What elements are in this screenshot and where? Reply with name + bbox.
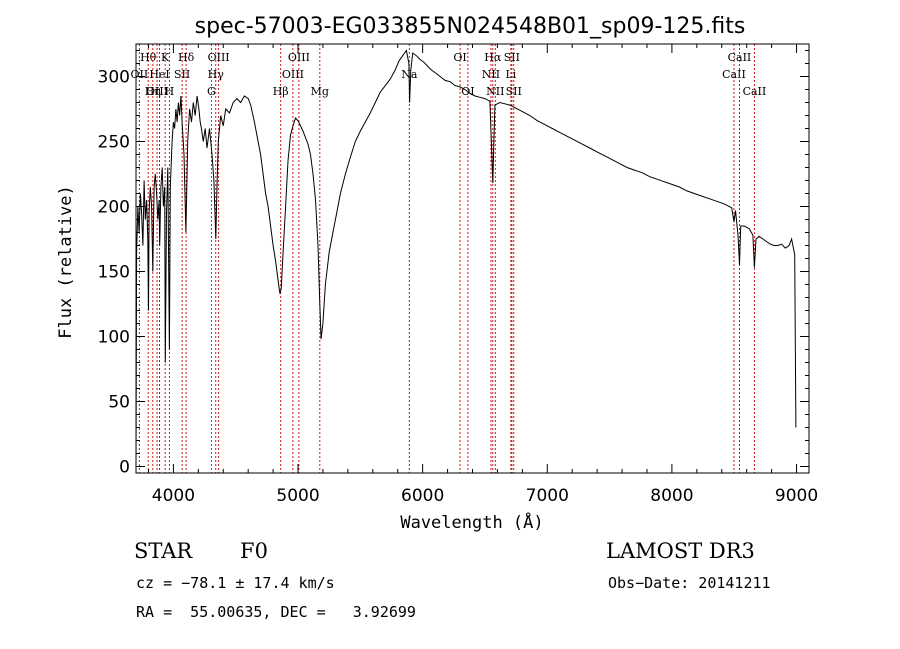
- x-axis-label: Wavelength (Å): [400, 511, 543, 533]
- spectral-line-label: Hη: [145, 85, 161, 98]
- spectral-line-label: NII: [486, 85, 504, 98]
- plot-frame: [135, 43, 810, 474]
- spectral-line-label: SII: [506, 85, 522, 98]
- ra-dec-coordinates: RA = 55.00635, DEC = 3.92699: [136, 603, 416, 621]
- spectral-line-label: OII: [131, 68, 149, 81]
- spectral-line-label: CaII: [722, 68, 746, 81]
- spectral-line-label: OI: [453, 51, 466, 64]
- spectral-line-markers: Hθ OII OIII K HeI SII Hη H Hδ OIII Hγ G Hβ OIII OIII Mg…: [131, 44, 767, 473]
- x-tick-label: 9000: [775, 486, 818, 506]
- spectral-line-label: OIII: [288, 51, 310, 64]
- object-subclass: F0: [240, 539, 268, 563]
- spectral-line-label: OIII: [282, 68, 304, 81]
- spectral-line-label: G: [207, 85, 216, 98]
- object-class: STAR: [134, 539, 193, 563]
- y-tick-label: 300: [98, 68, 130, 88]
- y-axis-ticks: 0 50 100 150 200 250 300: [98, 50, 809, 478]
- spectral-line-label: CaII: [743, 85, 767, 98]
- x-tick-label: 7000: [526, 486, 569, 506]
- spectrum-series-line: [135, 49, 797, 467]
- spectral-line-label: Hδ: [178, 51, 195, 64]
- spectral-line-label: CaII: [728, 51, 752, 64]
- spectral-line-label: H: [165, 85, 175, 98]
- spectral-line-label: HeI: [149, 68, 169, 81]
- spectral-line-label: Li: [505, 68, 516, 81]
- x-axis-ticks: 4000 5000 6000 7000 8000 9000: [147, 44, 818, 506]
- spectral-line-label: Hβ: [273, 85, 289, 98]
- y-tick-label: 0: [119, 458, 130, 478]
- chart-title: spec-57003-EG033855N024548B01_sp09-125.f…: [195, 14, 746, 39]
- spectral-line-label: SII: [174, 68, 190, 81]
- x-tick-label: 8000: [650, 486, 693, 506]
- x-tick-label: 5000: [276, 486, 319, 506]
- x-tick-label: 6000: [401, 486, 444, 506]
- y-tick-label: 50: [108, 393, 130, 413]
- redshift-cz: cz = −78.1 ± 17.4 km/s: [136, 574, 335, 592]
- spectral-line-label: Hγ: [208, 68, 225, 81]
- spectral-line-label: K: [161, 51, 170, 64]
- y-tick-label: 100: [98, 328, 130, 348]
- spectral-line-label: SII: [504, 51, 520, 64]
- spectral-line-label: Hθ: [140, 51, 157, 64]
- spectral-line-label: Mg: [311, 85, 329, 98]
- y-tick-label: 200: [98, 198, 130, 218]
- y-tick-label: 250: [98, 133, 130, 153]
- spectral-line-label: NII: [482, 68, 500, 81]
- x-tick-label: 4000: [152, 486, 195, 506]
- spectral-line-label: OIII: [146, 85, 168, 98]
- y-axis-label: Flux (relative): [56, 185, 76, 339]
- observation-date: Obs−Date: 20141211: [608, 574, 771, 592]
- spectral-line-label: OIII: [208, 51, 230, 64]
- y-tick-label: 150: [98, 263, 130, 283]
- spectral-line-label: Hα: [484, 51, 502, 64]
- survey-label: LAMOST DR3: [606, 539, 755, 563]
